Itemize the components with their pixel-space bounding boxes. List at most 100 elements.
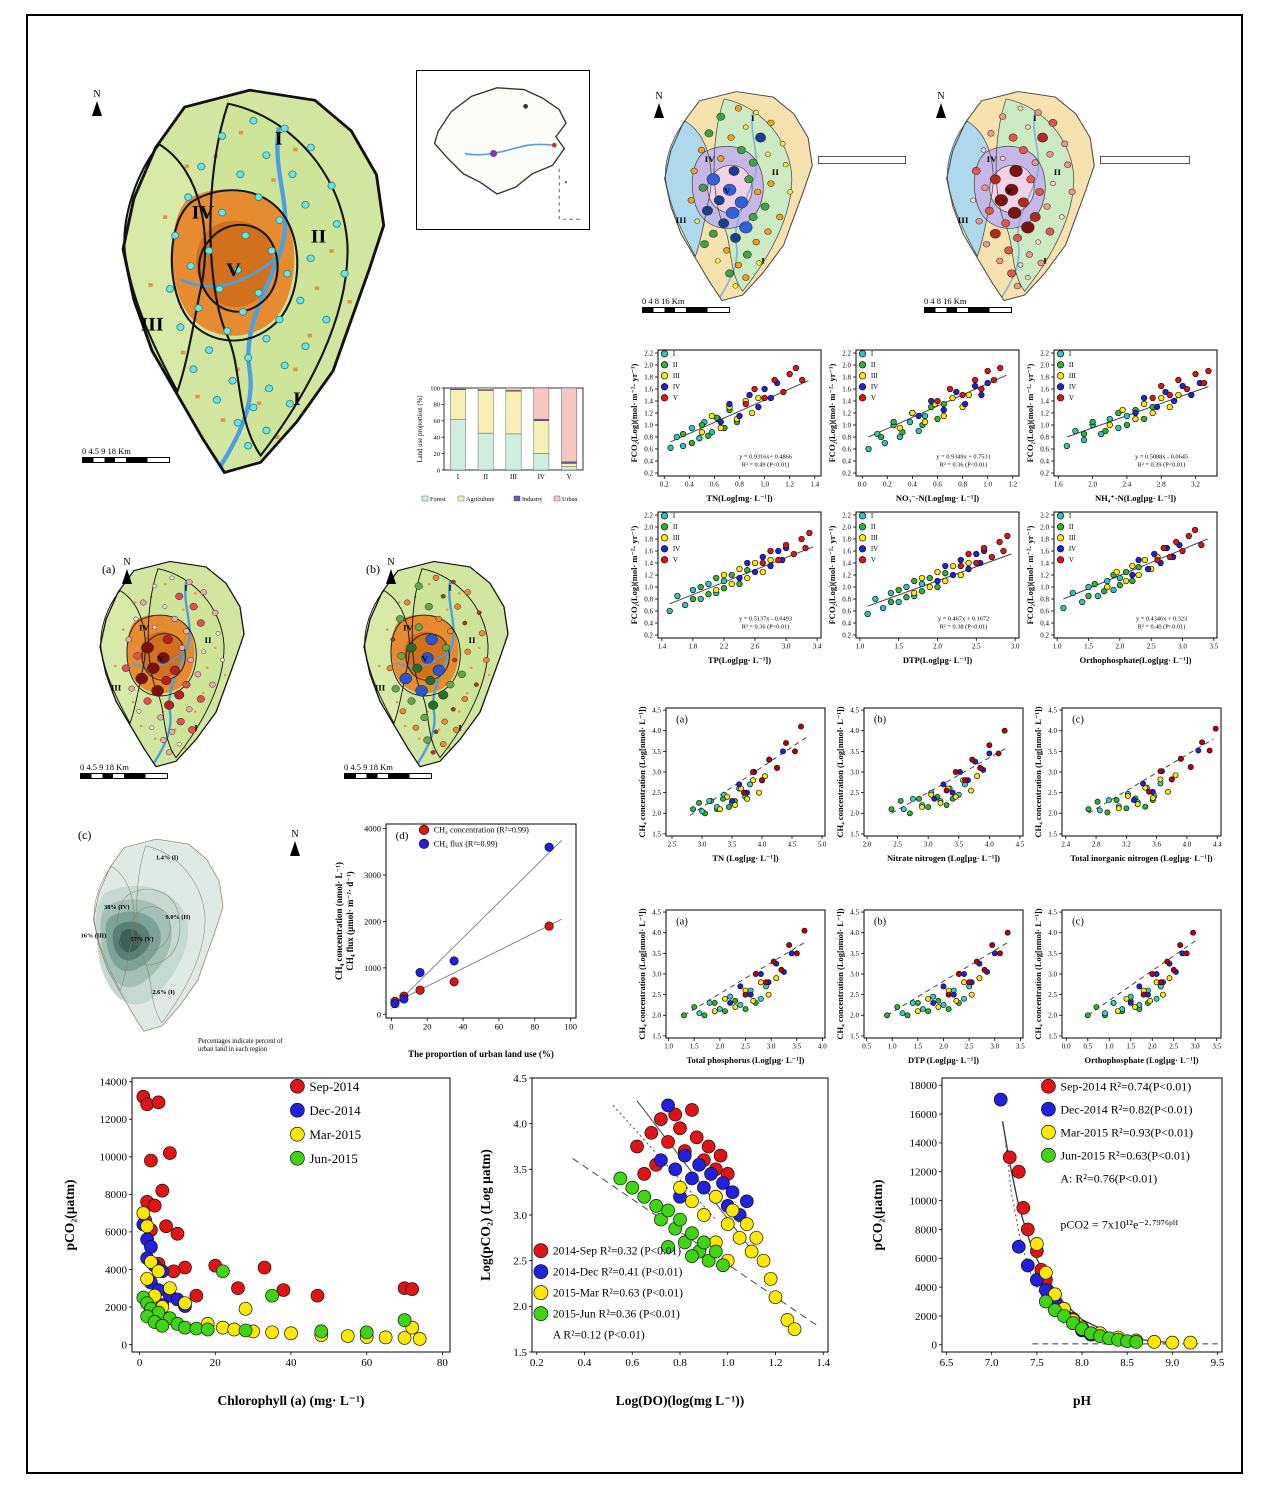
scale-ruler <box>80 773 168 779</box>
data-point <box>801 927 808 934</box>
data-point <box>1149 795 1156 801</box>
data-point <box>238 1301 253 1316</box>
data-point <box>698 421 706 429</box>
data-point <box>711 999 718 1006</box>
station-dot <box>1035 239 1041 245</box>
data-point <box>1039 1294 1053 1309</box>
data-point <box>720 585 728 592</box>
data-point <box>945 991 952 998</box>
station-dot <box>975 217 983 225</box>
data-point <box>1063 442 1071 450</box>
svg-text:1.5: 1.5 <box>1084 642 1093 650</box>
svg-text:2015-Jun R²=0.36 (P<0.01): 2015-Jun R²=0.36 (P<0.01) <box>553 1309 680 1321</box>
data-point <box>940 781 947 788</box>
data-point <box>722 995 728 1002</box>
data-point <box>706 797 713 804</box>
data-point <box>969 756 976 763</box>
data-point <box>925 804 932 811</box>
data-point <box>1177 942 1184 949</box>
svg-text:0.6: 0.6 <box>1040 445 1049 453</box>
data-point <box>1173 538 1180 546</box>
svg-text:1.0: 1.0 <box>721 1357 735 1369</box>
station-dot <box>1058 214 1065 220</box>
svg-text:0.8: 0.8 <box>842 595 851 603</box>
data-point <box>940 400 947 408</box>
svg-text:Log(pCO₂) (Log µatm): Log(pCO₂) (Log µatm) <box>478 1149 493 1281</box>
data-point <box>717 806 723 813</box>
svg-text:4.0: 4.0 <box>758 840 767 848</box>
data-point <box>782 541 790 549</box>
data-point <box>1130 797 1137 804</box>
svg-text:3.0: 3.0 <box>652 768 661 776</box>
station-dot <box>157 652 170 664</box>
landuse-map-panel: I II III IV V I N 0 20 40 60 80 100 Land use propor… <box>62 46 592 510</box>
svg-text:CH₄ concentration (Log[nmol· L: CH₄ concentration (Log[nmol· L⁻¹]) <box>835 706 845 837</box>
station-dot <box>999 113 1007 120</box>
data-point <box>1168 776 1175 783</box>
station-dot <box>133 616 139 622</box>
data-point <box>921 418 929 426</box>
station-dot <box>700 240 709 249</box>
data-point <box>940 983 947 990</box>
scale-text: 0 4 8 16 Km <box>642 296 685 306</box>
data-point <box>865 445 872 453</box>
svg-text:FCO₂(Log)(mol· m⁻²· yr⁻¹): FCO₂(Log)(mol· m⁻²· yr⁻¹) <box>629 525 639 624</box>
data-point <box>906 810 913 817</box>
svg-text:0.8: 0.8 <box>958 480 967 488</box>
station-dot <box>395 615 405 623</box>
svg-text:12000: 12000 <box>910 1167 938 1179</box>
scale-text: 0 4 8 16 Km <box>924 296 967 306</box>
data-point <box>1123 995 1130 1002</box>
data-point <box>949 562 957 570</box>
data-point <box>896 433 904 441</box>
ch4-dtp-chart: 0.5 1.0 1.5 2.0 2.5 3.0 3.5 1.5 2.0 2.5 3.0 3.5 4.0 4… <box>834 904 1030 1071</box>
data-point <box>765 991 772 998</box>
station-dot <box>196 619 205 627</box>
data-point <box>1129 1335 1144 1349</box>
data-point <box>630 1139 644 1154</box>
svg-text:3.0: 3.0 <box>782 642 791 650</box>
china-inset-svg <box>433 87 582 220</box>
station-dot <box>994 194 1008 207</box>
station-dot <box>999 155 1006 161</box>
station-dot <box>438 690 449 700</box>
data-point <box>1122 577 1130 585</box>
svg-text:3.5: 3.5 <box>1048 748 1057 756</box>
svg-text:II: II <box>871 523 876 531</box>
data-point <box>955 971 962 977</box>
station-dot <box>728 166 740 176</box>
sample-site-dot <box>236 170 245 179</box>
pco2-legend <box>818 156 906 164</box>
scale-ruler <box>82 457 170 463</box>
scale-bar: 0 4.5 9 18 Km <box>344 762 432 779</box>
data-point <box>668 1107 683 1122</box>
data-point <box>1166 391 1173 399</box>
pco2-chlorophyll-chart: 0 20 40 60 80 0 2000 4000 6000 8000 10000 12000 1400… <box>56 1066 464 1413</box>
data-point <box>775 547 782 555</box>
svg-text:III: III <box>1069 534 1077 542</box>
svg-text:16000: 16000 <box>910 1109 938 1121</box>
station-dot <box>450 579 456 585</box>
svg-text:2.2: 2.2 <box>720 642 729 650</box>
data-point <box>864 610 871 618</box>
data-point <box>916 795 922 802</box>
svg-text:CH₄ concentration (Log[nmol· L: CH₄ concentration (Log[nmol· L⁻¹]) <box>637 706 647 837</box>
sample-site-dot <box>197 162 206 171</box>
data-point <box>918 574 926 582</box>
station-dot <box>164 700 175 710</box>
data-point <box>1185 532 1192 540</box>
station-dot <box>412 663 423 673</box>
sample-site-dot <box>296 296 305 305</box>
data-point <box>1158 382 1165 390</box>
data-point <box>1135 556 1142 564</box>
data-point <box>759 777 765 784</box>
data-point <box>872 595 879 603</box>
data-point <box>767 562 774 570</box>
data-point <box>742 1006 749 1013</box>
svg-text:y = 0.9349x + 0.7531: y = 0.9349x + 0.7531 <box>936 453 990 460</box>
data-point <box>144 1153 158 1168</box>
sample-site-dot <box>283 269 292 278</box>
station-dot <box>473 682 479 687</box>
svg-text:3.2: 3.2 <box>1122 840 1131 848</box>
